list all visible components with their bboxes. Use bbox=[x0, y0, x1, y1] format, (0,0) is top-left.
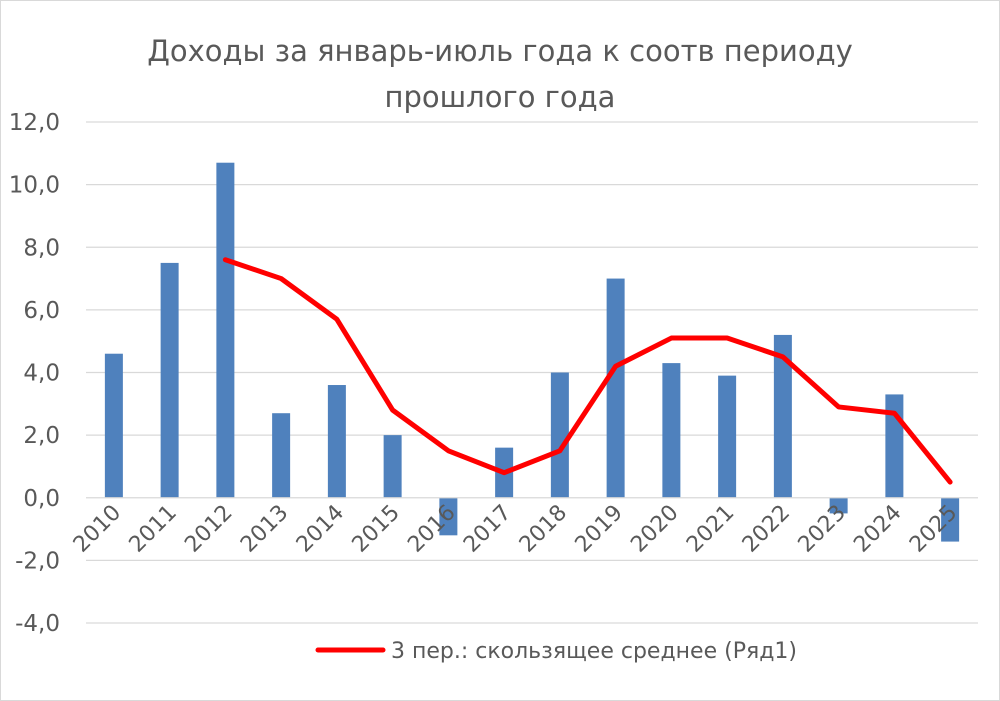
y-tick-label: 12,0 bbox=[9, 110, 60, 136]
y-tick-label: 2,0 bbox=[23, 423, 60, 449]
x-tick-label: 2010 bbox=[69, 500, 126, 557]
bar bbox=[606, 278, 625, 498]
y-tick-label: 8,0 bbox=[23, 235, 60, 261]
y-tick-label: 6,0 bbox=[23, 298, 60, 324]
x-axis-ticks: 2010201120122013201420152016201720182019… bbox=[69, 500, 963, 557]
x-tick-label: 2012 bbox=[180, 500, 237, 557]
bar bbox=[773, 334, 792, 498]
x-tick-label: 2019 bbox=[571, 500, 628, 557]
moving-average-series bbox=[222, 257, 953, 485]
bar bbox=[104, 353, 123, 498]
x-tick-label: 2020 bbox=[626, 500, 683, 557]
x-tick-label: 2018 bbox=[515, 500, 572, 557]
x-tick-label: 2014 bbox=[292, 500, 349, 557]
bar bbox=[216, 162, 235, 498]
x-tick-label: 2021 bbox=[682, 500, 739, 557]
x-tick-label: 2015 bbox=[348, 500, 405, 557]
bar bbox=[272, 413, 291, 498]
y-tick-label: 4,0 bbox=[23, 361, 60, 387]
legend-label: 3 пер.: скользящее среднее (Ряд1) bbox=[391, 639, 797, 664]
bar bbox=[327, 385, 346, 498]
y-tick-label: 0,0 bbox=[23, 486, 60, 512]
y-tick-label: 10,0 bbox=[9, 173, 60, 199]
chart-title-line-2: прошлого года bbox=[384, 80, 616, 114]
bar-series bbox=[104, 162, 960, 542]
bar bbox=[160, 262, 179, 498]
y-tick-label: -4,0 bbox=[15, 611, 60, 637]
gridlines bbox=[86, 121, 978, 624]
x-tick-label: 2017 bbox=[459, 500, 516, 557]
bar bbox=[383, 435, 402, 498]
chart-title-line-1: Доходы за январь-июль года к соотв перио… bbox=[147, 34, 853, 68]
y-tick-label: -2,0 bbox=[15, 548, 60, 574]
x-tick-label: 2013 bbox=[236, 500, 293, 557]
bar bbox=[718, 375, 737, 498]
bar bbox=[829, 497, 848, 514]
x-tick-label: 2024 bbox=[849, 500, 906, 557]
moving-average-line bbox=[222, 257, 953, 485]
x-tick-label: 2011 bbox=[125, 500, 182, 557]
bar bbox=[941, 497, 960, 542]
bar bbox=[662, 363, 681, 498]
legend: 3 пер.: скользящее среднее (Ряд1) bbox=[315, 639, 797, 664]
bar bbox=[885, 394, 904, 498]
chart-title: Доходы за январь-июль года к соотв перио… bbox=[100, 28, 900, 120]
bar bbox=[550, 372, 569, 498]
x-tick-label: 2022 bbox=[738, 500, 795, 557]
bar bbox=[439, 497, 458, 536]
y-axis-ticks: 12,0 10,0 8,0 6,0 4,0 2,0 0,0 -2,0 -4,0 bbox=[9, 110, 60, 637]
